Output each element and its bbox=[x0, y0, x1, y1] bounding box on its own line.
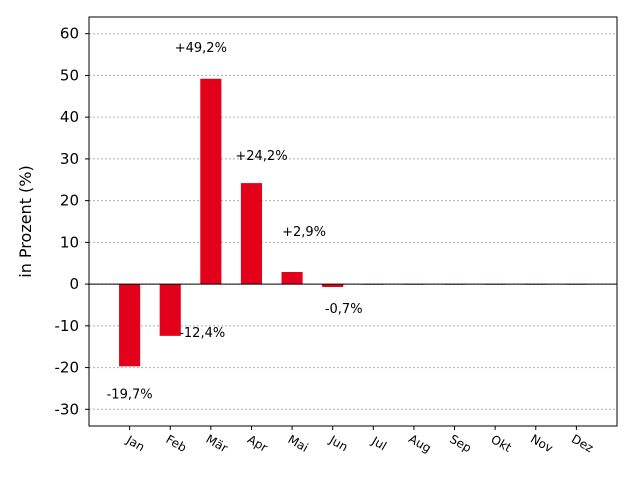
y-tick-label: 0 bbox=[69, 275, 79, 293]
data-label-Mai: +2,9% bbox=[282, 225, 326, 240]
x-tick-label: Jun bbox=[326, 432, 350, 454]
y-tick-label: 60 bbox=[60, 25, 79, 43]
x-tick-label: Mai bbox=[285, 432, 310, 455]
x-tick-label: Nov bbox=[528, 432, 555, 456]
x-tick-label: Jan bbox=[123, 432, 147, 454]
data-label-Mär: +49,2% bbox=[175, 41, 227, 56]
x-tick-label: Mär bbox=[204, 432, 231, 455]
data-labels: -19,7% -12,4% +49,2% +24,2% +2,9% -0,7% bbox=[107, 41, 363, 403]
data-label-Apr: +24,2% bbox=[235, 149, 287, 164]
x-tick-label: Apr bbox=[245, 432, 270, 455]
data-label-Jun: -0,7% bbox=[325, 302, 363, 317]
y-axis-title: in Prozent (%) bbox=[16, 165, 35, 277]
y-tick-label: 30 bbox=[60, 150, 79, 168]
x-axis-ticks: Jan Feb Mär Apr Mai Jun Jul Aug Sep Okt Nov Dez bbox=[123, 426, 596, 455]
y-tick-label: -10 bbox=[55, 317, 80, 335]
y-tick-label: 20 bbox=[60, 192, 79, 210]
bar-Mär bbox=[200, 78, 222, 285]
x-tick-label: Jul bbox=[369, 433, 389, 453]
plot-area-frame bbox=[88, 16, 618, 427]
y-tick-label: 40 bbox=[60, 108, 79, 126]
y-axis-ticks: -30 -20 -10 0 10 20 30 40 50 60 bbox=[55, 25, 89, 418]
x-tick-label: Sep bbox=[447, 432, 474, 455]
y-tick-label: 10 bbox=[60, 233, 79, 251]
y-tick-label: -20 bbox=[55, 359, 80, 377]
x-tick-label: Aug bbox=[406, 432, 433, 456]
bar-Mai bbox=[281, 271, 303, 285]
bar-Jun bbox=[322, 284, 344, 288]
data-label-Feb: -12,4% bbox=[179, 326, 225, 341]
y-tick-label: -30 bbox=[55, 400, 80, 418]
bar-Apr bbox=[240, 183, 263, 285]
x-tick-label: Dez bbox=[569, 432, 596, 456]
bar-Feb bbox=[159, 284, 181, 336]
x-tick-label: Okt bbox=[489, 432, 515, 455]
bar-Jan bbox=[119, 284, 141, 367]
bars bbox=[119, 78, 587, 367]
data-label-Jan: -19,7% bbox=[107, 387, 153, 402]
x-tick-label: Feb bbox=[164, 432, 189, 455]
gridlines bbox=[89, 33, 617, 410]
y-tick-label: 50 bbox=[60, 66, 79, 84]
